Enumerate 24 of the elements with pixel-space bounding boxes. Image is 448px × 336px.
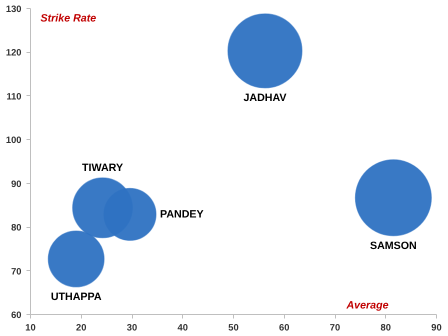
x-tick-label: 10: [25, 322, 36, 332]
y-axis-title: Strike Rate: [40, 12, 96, 24]
y-tick-label: 110: [6, 91, 22, 102]
y-tick-label: 80: [11, 222, 22, 233]
series-label: TIWARY: [82, 162, 124, 174]
x-tick-label: 30: [126, 322, 138, 332]
x-axis-title: Average: [345, 300, 389, 312]
x-tick-label: 60: [279, 322, 290, 332]
x-tick-label: 20: [76, 322, 86, 332]
series-label: SAMSON: [370, 240, 417, 252]
y-tick-label: 100: [6, 135, 22, 146]
series-label: PANDEY: [160, 208, 204, 220]
y-tick-label: 90: [11, 178, 22, 189]
x-tick-label: 90: [431, 322, 442, 332]
series-label: UTHAPPA: [50, 290, 102, 303]
x-tick-label: 70: [330, 322, 340, 332]
y-tick-label: 120: [6, 48, 22, 58]
y-tick-label: 70: [11, 266, 22, 276]
x-tick-label: 80: [380, 322, 391, 332]
series-label: JADHAV: [243, 92, 288, 104]
x-tick-label: 40: [178, 322, 188, 332]
y-tick-label: 130: [6, 4, 22, 14]
y-tick-label: 60: [11, 310, 22, 320]
x-tick-label: 50: [228, 322, 239, 332]
